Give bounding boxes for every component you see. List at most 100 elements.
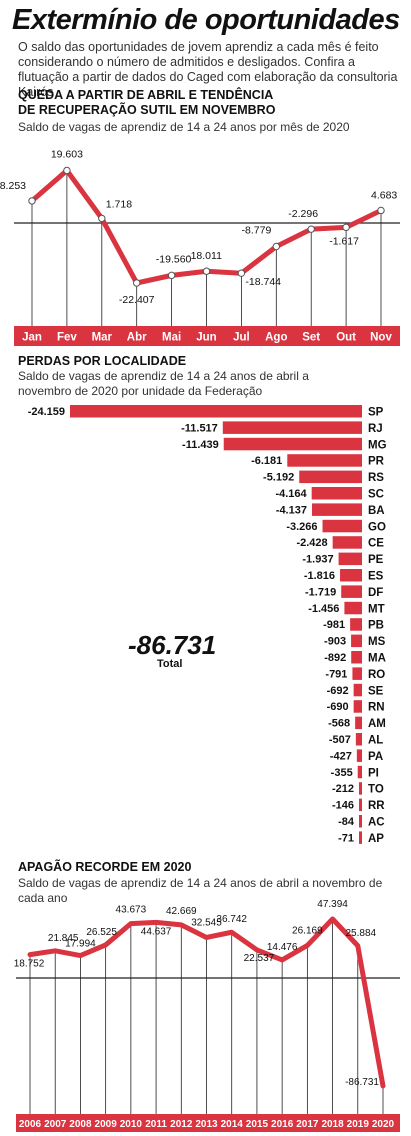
bar <box>351 634 362 648</box>
bar <box>311 503 362 516</box>
page-title: Extermínio de oportunidades <box>12 4 400 36</box>
annual-subtitle: Saldo de vagas de aprendiz de 14 a 24 an… <box>18 876 383 905</box>
intro-text: O saldo das oportunidades de jovem apren… <box>18 40 398 99</box>
year-axis-band <box>16 1114 400 1132</box>
data-label: 25.884 <box>345 928 376 939</box>
bar-value-label: -981 <box>323 619 345 631</box>
bar <box>359 782 362 795</box>
states-subtitle-line2: novembro de 2020 por unidade da Federaçã… <box>18 384 263 398</box>
state-label: PR <box>368 456 385 468</box>
data-label: -18.744 <box>245 276 281 288</box>
data-label: 44.637 <box>141 926 172 937</box>
data-point <box>98 214 106 223</box>
bar <box>351 651 362 664</box>
series-line <box>27 916 386 1089</box>
bar-value-label: -692 <box>327 685 349 697</box>
month-tick-label: Jul <box>233 332 250 344</box>
data-label: -22.407 <box>119 294 155 306</box>
state-label: AL <box>368 735 383 747</box>
data-point <box>307 225 315 233</box>
data-label: -86.731 <box>345 1077 379 1088</box>
month-tick-label: Fev <box>57 332 77 344</box>
data-label: 43.673 <box>116 905 147 916</box>
year-tick-label: 2014 <box>221 1119 244 1130</box>
bar <box>352 667 362 680</box>
bar <box>355 733 362 746</box>
bar-value-label: -84 <box>338 816 355 828</box>
data-label: 22.537 <box>244 953 275 964</box>
state-label: RS <box>368 472 384 484</box>
bar-value-label: -791 <box>325 668 347 680</box>
year-tick-label: 2011 <box>145 1119 167 1130</box>
bar <box>355 716 362 730</box>
bar <box>350 618 362 631</box>
states-bar-chart: -24.159 SP -11.517 RJ -11.439 MG -6.181 PR -5.19… <box>28 405 387 845</box>
year-tick-label: 2009 <box>95 1119 118 1130</box>
data-label: 42.669 <box>166 906 197 917</box>
bar <box>359 815 362 828</box>
bar <box>70 405 362 418</box>
data-point <box>202 267 211 275</box>
state-label: RN <box>368 702 385 714</box>
state-label: AM <box>368 718 386 730</box>
bar <box>359 831 362 844</box>
data-point <box>342 223 350 232</box>
bar-value-label: -892 <box>324 652 346 664</box>
annual-title: APAGÃO RECORDE EM 2020 <box>18 860 192 874</box>
bar <box>338 552 362 566</box>
data-label: -19.560 <box>156 253 192 265</box>
data-label: 36.742 <box>216 914 247 925</box>
data-label: -1.617 <box>329 235 359 247</box>
data-label: 4.683 <box>371 189 397 201</box>
monthly-line-chart: 8.253 19.603 1.718 -22.407 -19.560-18.011 -18… <box>0 149 400 346</box>
state-label: PI <box>368 767 379 779</box>
data-label: 21.845 <box>48 933 79 944</box>
data-label: 18.752 <box>14 959 45 970</box>
data-label: 17.994 <box>65 939 96 950</box>
bar-value-label: -355 <box>331 767 353 779</box>
bar <box>357 765 362 779</box>
data-point <box>237 269 246 277</box>
bar <box>344 601 362 615</box>
state-label: ES <box>368 571 384 583</box>
states-subtitle-line1: Saldo de vagas de aprendiz de 14 a 24 an… <box>18 369 309 383</box>
bar-value-label: -6.181 <box>251 455 282 467</box>
month-tick-label: Jan <box>22 332 42 344</box>
month-tick-label: Mai <box>162 332 181 344</box>
bar-value-label: -1.816 <box>304 570 335 582</box>
year-tick-label: 2017 <box>296 1119 319 1130</box>
bar <box>356 749 362 762</box>
bar-value-label: -4.164 <box>275 488 307 500</box>
data-label: -8.779 <box>242 225 272 237</box>
bar-value-label: -1.719 <box>305 586 336 598</box>
data-point <box>63 166 71 175</box>
bar <box>299 470 362 484</box>
data-label: 8.253 <box>0 180 26 192</box>
bar <box>287 454 362 467</box>
state-label: AP <box>368 833 384 845</box>
year-tick-label: 2020 <box>372 1119 395 1130</box>
state-label: MA <box>368 653 386 665</box>
state-label: SC <box>368 489 384 501</box>
bar-value-label: -11.439 <box>182 439 219 451</box>
data-label: -2.296 <box>288 208 318 220</box>
data-label: 32.545 <box>191 917 222 928</box>
state-label: TO <box>368 784 384 796</box>
month-tick-label: Nov <box>370 332 392 344</box>
month-tick-label: Ago <box>265 332 287 344</box>
data-point <box>133 279 141 287</box>
month-tick-label: Out <box>336 332 356 344</box>
monthly-title-line2: DE RECUPERAÇÃO SUTIL EM NOVEMBRO <box>18 103 276 117</box>
state-label: SP <box>368 407 384 419</box>
bar <box>340 569 362 582</box>
year-tick-label: 2015 <box>246 1119 269 1130</box>
bar-value-label: -568 <box>328 718 350 730</box>
bar-value-label: -3.266 <box>286 521 317 533</box>
bar-value-label: -212 <box>332 783 354 795</box>
bar <box>353 683 362 697</box>
states-title: PERDAS POR LOCALIDADE <box>18 354 187 368</box>
state-label: BA <box>368 505 385 517</box>
data-label: 1.718 <box>106 198 132 210</box>
monthly-title-line1: QUEDA A PARTIR DE ABRIL E TENDÊNCIA <box>18 88 274 102</box>
